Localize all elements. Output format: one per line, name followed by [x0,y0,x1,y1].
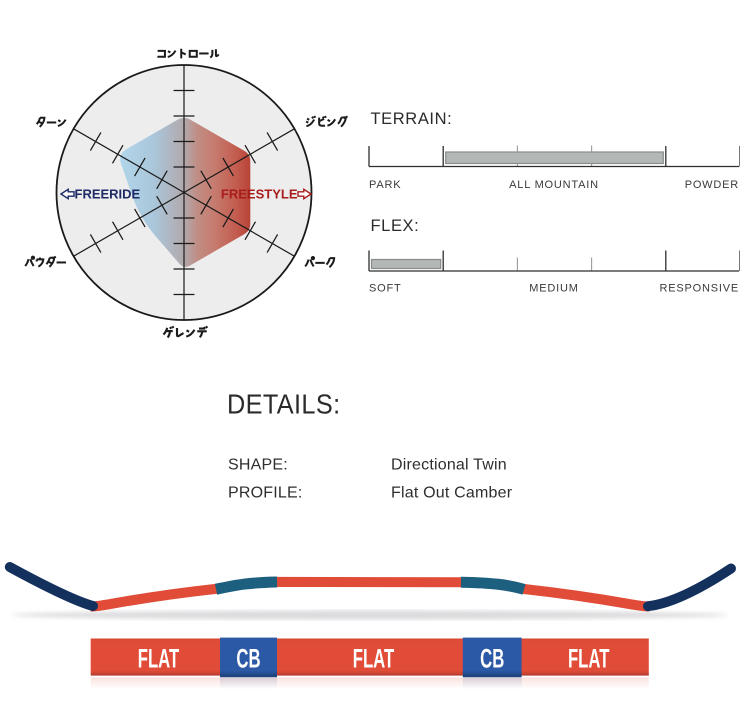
svg-text:SOFT: SOFT [369,283,402,295]
svg-text:RESPONSIVE: RESPONSIVE [659,283,739,295]
svg-text:FLEX:: FLEX: [371,217,420,235]
svg-text:PARK: PARK [369,179,401,191]
svg-text:Flat Out Camber: Flat Out Camber [391,485,513,502]
svg-text:FLAT: FLAT [353,643,395,673]
svg-text:Directional Twin: Directional Twin [391,457,507,474]
svg-text:TERRAIN:: TERRAIN: [371,110,453,128]
svg-text:FREESTYLE: FREESTYLE [221,186,298,201]
svg-text:FLAT: FLAT [568,643,610,673]
svg-text:CB: CB [480,643,504,673]
svg-text:FREERIDE: FREERIDE [75,186,141,201]
svg-text:FLAT: FLAT [138,643,180,673]
svg-text:MEDIUM: MEDIUM [529,283,578,295]
svg-text:PROFILE:: PROFILE: [228,485,303,502]
svg-text:POWDER: POWDER [685,179,739,191]
svg-text:ALL MOUNTAIN: ALL MOUNTAIN [509,179,599,191]
svg-text:CB: CB [236,643,260,673]
svg-text:DETAILS:: DETAILS: [227,389,340,420]
svg-text:SHAPE:: SHAPE: [228,457,288,474]
